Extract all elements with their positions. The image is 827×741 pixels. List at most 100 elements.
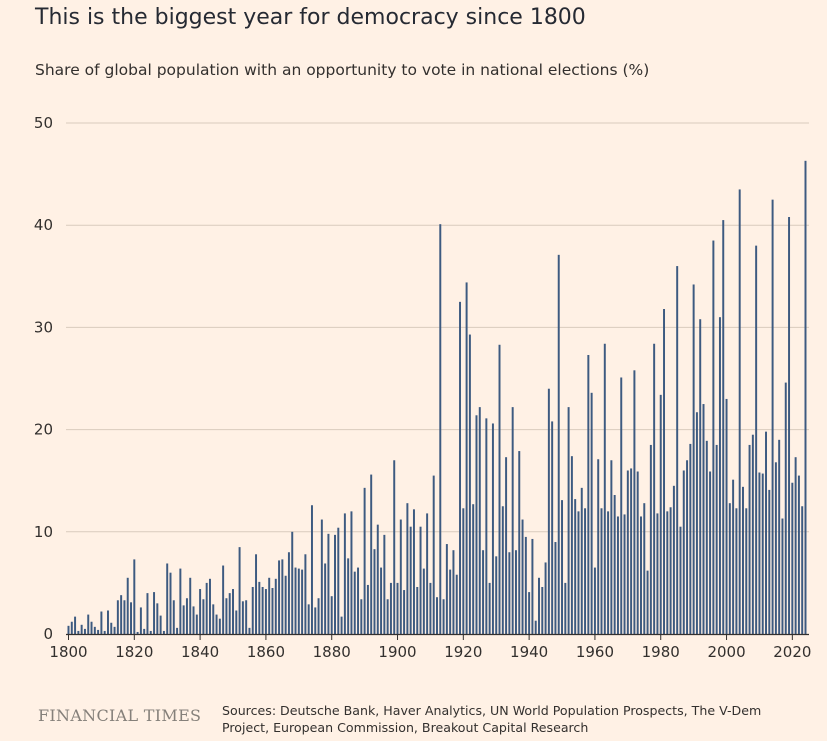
bar-1952	[567, 407, 570, 634]
bar-1831	[169, 572, 172, 634]
bar-1888	[357, 567, 360, 634]
bar-1890	[363, 487, 366, 634]
bar-1830	[166, 563, 169, 634]
bar-1993	[702, 404, 705, 634]
bar-1848	[225, 598, 228, 634]
bar-1884	[343, 513, 346, 634]
y-tick-label-20: 20	[34, 421, 53, 439]
bar-1894	[376, 524, 379, 634]
bar-1958	[587, 354, 590, 634]
bar-2018	[784, 382, 787, 634]
bar-1964	[607, 511, 610, 634]
bar-1943	[538, 577, 540, 634]
bar-1863	[274, 578, 277, 634]
bar-1972	[633, 370, 636, 634]
bar-2000	[725, 398, 728, 634]
bar-1991	[695, 412, 698, 634]
bar-1825	[149, 630, 152, 634]
bar-1828	[159, 615, 162, 634]
bar-1946	[547, 388, 550, 634]
bar-1992	[699, 319, 702, 634]
bar-1853	[241, 601, 244, 634]
bar-1882	[337, 527, 340, 634]
y-tick-label-10: 10	[34, 523, 53, 541]
bar-1832	[172, 600, 175, 634]
x-tick-label-1900: 1900	[378, 643, 416, 661]
bar-1995	[709, 471, 712, 634]
bar-1860	[264, 589, 267, 634]
bar-1881	[334, 534, 336, 634]
bar-1945	[544, 562, 547, 634]
bar-1854	[245, 600, 248, 634]
bar-1971	[630, 468, 633, 634]
bar-2002	[732, 479, 735, 634]
bar-1889	[360, 599, 363, 634]
bar-1896	[383, 534, 386, 634]
bar-1904	[409, 526, 412, 634]
bar-1844	[212, 604, 215, 634]
bar-1824	[146, 593, 149, 634]
bar-1878	[324, 563, 327, 634]
bar-2024	[804, 160, 807, 634]
chart-title: This is the biggest year for democracy s…	[35, 5, 586, 30]
bar-2017	[781, 518, 784, 634]
bar-1826	[153, 592, 156, 634]
bar-1994	[705, 440, 708, 634]
bar-1956	[580, 487, 583, 634]
bar-1970	[626, 470, 629, 634]
bar-1920	[462, 508, 465, 634]
bar-1872	[304, 554, 307, 634]
bar-1874	[310, 505, 313, 634]
bar-1897	[386, 599, 389, 634]
bar-1986	[679, 526, 682, 634]
bar-1819	[130, 602, 132, 634]
bar-1973	[636, 471, 639, 634]
bar-1885	[347, 558, 350, 634]
bar-2004	[738, 189, 741, 634]
bar-1957	[584, 508, 587, 634]
bar-1922	[468, 334, 471, 634]
bar-1983	[669, 507, 672, 634]
bar-1835	[182, 605, 185, 634]
bar-1929	[491, 423, 494, 634]
bar-1915	[445, 544, 448, 634]
bar-1842	[205, 582, 208, 634]
bar-1918	[455, 574, 458, 634]
bar-1850	[232, 589, 234, 634]
bar-1834	[179, 568, 182, 634]
y-axis-labels: 0 10 20 30 40 50	[34, 114, 53, 643]
bar-2005	[742, 486, 744, 634]
x-tick-label-1960: 1960	[576, 643, 614, 661]
bar-1953	[570, 456, 573, 634]
bar-1899	[393, 460, 396, 634]
bar-1909	[426, 513, 429, 634]
bar-1880	[330, 596, 333, 634]
bar-1932	[501, 506, 504, 634]
bar-1876	[317, 598, 320, 634]
bar-1907	[419, 526, 422, 634]
bar-1827	[156, 603, 159, 634]
bar-1939	[524, 536, 527, 634]
bar-1926	[482, 550, 485, 634]
bar-1962	[600, 508, 603, 634]
bar-1931	[498, 344, 501, 634]
bar-1916	[449, 569, 452, 634]
x-tick-label-2020: 2020	[773, 643, 811, 661]
bar-1812	[107, 610, 109, 634]
bar-1851	[235, 610, 238, 634]
bar-2011	[761, 473, 764, 634]
bar-1938	[521, 519, 524, 634]
bar-1900	[396, 582, 399, 634]
bar-1864	[278, 560, 281, 634]
bar-1806	[87, 614, 90, 634]
bar-2007	[748, 444, 751, 634]
bar-1856	[251, 586, 254, 634]
bar-1808	[93, 626, 96, 634]
bar-2010	[758, 472, 761, 634]
x-axis-labels: 1800 1820 1840 1860 1880 1900 1920 1940 1960 1980…	[49, 634, 811, 661]
bar-1803	[77, 630, 80, 634]
bar-1822	[139, 607, 142, 634]
bar-1910	[429, 582, 432, 634]
bar-1923	[472, 504, 475, 634]
bar-1883	[340, 616, 343, 634]
